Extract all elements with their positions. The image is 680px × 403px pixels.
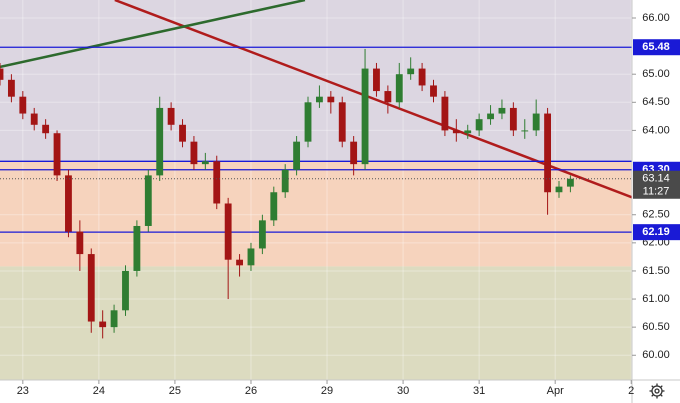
candle-body	[350, 141, 358, 165]
candle-body	[270, 192, 278, 221]
candle-body	[76, 231, 84, 255]
candle-body	[201, 161, 209, 165]
candle-body	[418, 68, 426, 86]
x-tick-label: 30	[397, 385, 409, 397]
candle-body	[555, 186, 563, 193]
candle-body	[213, 161, 221, 204]
candle-body	[544, 113, 552, 193]
candle-body	[236, 259, 243, 266]
candle-body	[316, 96, 323, 103]
candle-body	[487, 113, 494, 120]
candle-body	[532, 113, 540, 131]
y-tick-label: 65.00	[642, 68, 670, 80]
x-tick-label: 23	[17, 385, 29, 397]
candle-body	[19, 96, 27, 114]
candle-body	[224, 203, 232, 260]
y-tick-label: 60.00	[642, 349, 670, 361]
candle-body	[7, 79, 15, 97]
candle-body	[65, 175, 72, 232]
x-tick-label: 29	[321, 385, 333, 397]
level-label: 62.19	[642, 226, 670, 238]
candle-body	[452, 130, 460, 134]
candle-body	[384, 91, 392, 103]
candle-body	[0, 68, 4, 80]
candle-body	[258, 220, 266, 249]
zone	[0, 0, 632, 162]
candle-body	[373, 68, 380, 92]
y-tick-label: 66.00	[642, 12, 670, 24]
x-tick-label: 31	[473, 385, 485, 397]
candle-body	[190, 141, 198, 165]
candle-body	[87, 254, 95, 322]
zone	[0, 266, 632, 380]
candle-body	[475, 119, 483, 131]
candle-body	[53, 133, 61, 176]
candle-body	[110, 310, 118, 328]
level-label-box	[633, 39, 680, 56]
candle-body	[361, 68, 369, 165]
candle-body	[293, 141, 301, 170]
level-label-box	[633, 224, 680, 241]
candle-body	[133, 225, 141, 271]
candle-body	[144, 175, 152, 226]
candle-body	[464, 130, 472, 134]
candle-body	[247, 248, 255, 266]
x-tick-label: 25	[169, 385, 181, 397]
last-price-label: 63.14	[642, 173, 670, 185]
candle-body	[338, 102, 346, 142]
candle-body	[30, 113, 38, 125]
candle-body	[167, 107, 175, 125]
candle-body	[304, 102, 312, 142]
candle-body	[395, 74, 403, 103]
y-tick-label: 64.00	[642, 124, 670, 136]
level-label: 65.48	[642, 41, 670, 53]
settings-icon[interactable]	[649, 383, 665, 399]
candle-body	[441, 96, 449, 131]
y-tick-label: 62.50	[642, 209, 670, 221]
x-tick-label: 26	[245, 385, 257, 397]
y-tick-label: 61.50	[642, 265, 670, 277]
zone	[0, 161, 632, 267]
candle-body	[407, 68, 415, 75]
plot-area	[0, 0, 632, 380]
candle-body	[327, 96, 335, 103]
candle-body	[156, 107, 164, 176]
candle-body	[430, 85, 437, 97]
y-tick-label: 60.50	[642, 321, 670, 333]
candle-body	[42, 124, 50, 134]
candle-body	[566, 178, 574, 187]
countdown: 11:27	[643, 186, 670, 198]
x-tick-label: 24	[93, 385, 105, 397]
y-tick-label: 61.00	[642, 293, 670, 305]
last-price-box	[633, 170, 680, 199]
candle-body	[99, 321, 107, 328]
y-tick-label: 64.50	[642, 96, 670, 108]
x-tick-label: Apr	[547, 385, 564, 397]
candle-body	[281, 169, 289, 193]
candle-body	[179, 124, 186, 142]
axes: 66.0065.0064.5064.0062.5062.0061.5061.00…	[17, 12, 680, 397]
trend-line	[0, 0, 306, 69]
candle-body	[498, 107, 506, 114]
candle-body	[122, 270, 129, 311]
x-tick-label: 2	[628, 385, 634, 397]
candle-body	[509, 107, 517, 131]
candle-body	[521, 130, 529, 132]
